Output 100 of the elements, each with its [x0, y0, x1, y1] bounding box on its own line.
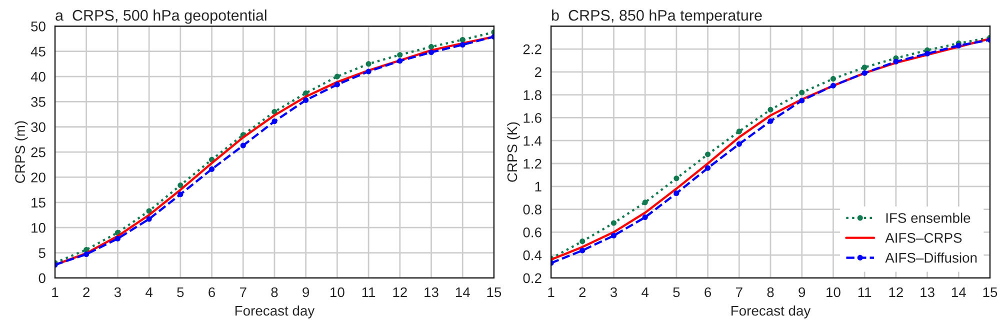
x-tick-label: 9: [302, 287, 310, 298]
point: [366, 61, 372, 67]
y-tick-label: 20: [31, 172, 46, 182]
y-tick-label: 0.2: [523, 273, 542, 284]
point: [146, 216, 152, 222]
point: [208, 166, 215, 172]
point: [428, 44, 434, 50]
x-tick-label: 4: [146, 287, 153, 298]
point: [178, 182, 184, 188]
point: [580, 238, 586, 244]
x-tick-label: 3: [610, 287, 617, 298]
point: [114, 236, 120, 242]
point: [397, 52, 403, 58]
point: [303, 97, 309, 103]
y-tick-label: 0: [38, 273, 46, 284]
point: [610, 220, 617, 226]
point: [642, 214, 648, 220]
point: [240, 142, 246, 148]
y-tick-label: 45: [30, 46, 46, 57]
point: [862, 70, 868, 76]
point: [736, 141, 742, 147]
x-tick-label: 11: [362, 287, 376, 298]
x-tick-label: 11: [858, 287, 872, 298]
x-tick-label: 13: [920, 287, 934, 298]
x-tick-label: 15: [487, 287, 502, 298]
chart-title: a CRPS, 500 hPa geopotential: [56, 10, 266, 24]
x-tick-label: 8: [767, 287, 774, 298]
point: [460, 36, 466, 43]
point: [674, 190, 680, 196]
y-tick-label: 1.6: [524, 113, 542, 123]
point: [610, 232, 617, 238]
x-tick-label: 2: [579, 287, 586, 298]
y-tick-label: 1: [535, 182, 542, 192]
point: [272, 118, 278, 124]
point: [799, 90, 805, 96]
x-tick-label: 10: [330, 287, 344, 298]
x-tick-label: 10: [826, 287, 840, 298]
x-tick-label: 5: [673, 287, 680, 298]
point: [428, 50, 434, 56]
x-tick-label: 7: [736, 287, 742, 298]
x-tick-label: 8: [271, 287, 278, 298]
y-tick-label: 0.6: [523, 228, 542, 238]
point: [893, 58, 899, 64]
point: [397, 58, 403, 64]
chart-title: b CRPS, 850 hPa temperature: [552, 10, 762, 24]
point: [830, 76, 836, 82]
point: [366, 68, 372, 74]
point: [580, 248, 586, 254]
x-tick-label: 13: [424, 287, 438, 298]
x-tick-label: 14: [952, 287, 966, 298]
point: [924, 50, 930, 56]
y-tick-label: 1.8: [524, 90, 542, 100]
point: [674, 176, 680, 182]
point: [768, 118, 774, 124]
x-tick-label: 1: [52, 287, 58, 298]
legend-label: AIFS–Diffusion: [885, 252, 977, 263]
x-axis-title: Forecast day: [235, 305, 315, 318]
x-tick-label: 14: [456, 287, 470, 298]
x-tick-label: 6: [208, 287, 216, 298]
y-tick-label: 50: [31, 21, 46, 32]
point: [84, 252, 90, 258]
x-tick-label: 6: [704, 287, 712, 298]
x-tick-label: 5: [177, 287, 184, 298]
point: [862, 64, 868, 70]
point: [705, 152, 711, 158]
x-tick-label: 15: [983, 287, 998, 298]
point: [334, 82, 340, 88]
x-tick-label: 9: [798, 287, 806, 298]
y-tick-label: 2.2: [523, 44, 542, 54]
y-tick-label: 2: [534, 67, 542, 77]
y-tick-label: 10: [32, 222, 46, 233]
y-tick-label: 1.2: [524, 158, 542, 169]
y-tick-label: 15: [32, 198, 46, 208]
point: [736, 128, 742, 134]
x-axis-title: Forecast day: [732, 305, 811, 318]
y-axis-title: CRPS (K): [506, 122, 520, 182]
y-tick-label: 25: [31, 147, 46, 158]
point: [768, 106, 774, 112]
point: [303, 90, 309, 96]
y-tick-label: 0.4: [523, 250, 542, 260]
x-tick-label: 7: [240, 287, 246, 298]
point: [830, 82, 836, 88]
point: [799, 98, 805, 104]
point: [178, 192, 184, 198]
legend-label: IFS ensemble: [886, 212, 970, 223]
x-tick-label: 1: [548, 287, 554, 298]
y-tick-label: 0.8: [523, 204, 542, 214]
y-tick-label: 5: [38, 248, 46, 258]
y-tick-label: 35: [31, 97, 46, 107]
legend-label: AIFS–CRPS: [885, 232, 962, 243]
x-tick-label: 4: [642, 287, 649, 298]
x-tick-label: 3: [114, 287, 121, 298]
y-tick-label: 40: [30, 72, 46, 82]
y-axis-title: CRPS (m): [14, 121, 28, 183]
point: [705, 165, 711, 171]
point: [334, 74, 340, 80]
y-tick-label: 30: [31, 122, 46, 132]
point: [642, 200, 648, 206]
y-tick-label: 1.4: [524, 136, 542, 146]
x-tick-label: 2: [83, 287, 90, 298]
